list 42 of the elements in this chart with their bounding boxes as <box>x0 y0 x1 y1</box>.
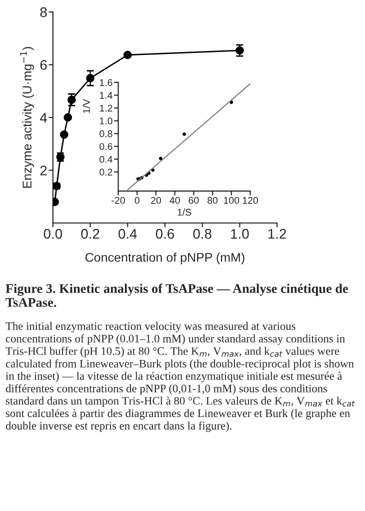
x-tick-label: 20 <box>151 196 161 204</box>
point <box>52 182 61 190</box>
x-axis-title: Concentration of pNPP (mM) <box>85 252 244 264</box>
y-tick-label: 8 <box>40 7 47 18</box>
x-tick-label: 0.4 <box>118 228 137 239</box>
x-tick-label: 80 <box>208 196 218 204</box>
y-tick-label: 4 <box>40 112 47 123</box>
y-tick-label: 6 <box>40 60 47 70</box>
x-axis-title: 1/S <box>178 208 192 216</box>
x-tick-label: 0.6 <box>156 228 174 239</box>
y-tick-label: 0.8 <box>100 130 112 138</box>
y-tick-label: 1.6 <box>100 79 112 86</box>
point <box>64 113 72 122</box>
y-tick-label: 1.0 <box>100 118 112 124</box>
x-tick-label: 0 <box>134 196 140 204</box>
x-tick-label: 60 <box>188 196 199 204</box>
point <box>158 156 162 160</box>
x-tick-label: -20 <box>112 196 125 204</box>
y-tick-label: 1.4 <box>100 92 112 99</box>
x-tick-label: 0.0 <box>44 228 62 239</box>
x-tick-label: 40 <box>170 196 180 204</box>
point <box>60 130 68 139</box>
point <box>236 46 244 55</box>
x-tick-label: 1.2 <box>268 228 286 239</box>
x-tick-label: 120 <box>242 196 258 204</box>
y-tick-label: 0.2 <box>100 168 112 176</box>
point <box>123 50 132 60</box>
point <box>86 74 94 82</box>
x-tick-label: 0.2 <box>81 228 100 239</box>
x-tick-label: 1.0 <box>231 228 249 239</box>
y-tick-label: 0.6 <box>100 143 112 150</box>
y-tick-label: 2 <box>40 166 47 176</box>
y-tick-label: 0.4 <box>100 156 112 163</box>
x-tick-label: 0.8 <box>193 228 212 239</box>
y-tick-label: 1.2 <box>100 104 112 112</box>
y-axis-title: 1/V <box>82 99 90 113</box>
x-tick-label: 100 <box>224 196 240 204</box>
point <box>182 132 186 136</box>
caption: Figure 3. Kinetic analysis of TsAPase — Analyse cinétique de TsAPase. <box>6 284 348 307</box>
y-axis-title: Enzyme activity (U·mg$^{−1}$) <box>20 47 34 188</box>
text: The initial enzymatic reaction velocity was measured at various concentrations of pNPP (0.01–1.0 mM) under standard assay conditions in Tris-HCl buffer (pH 10.5) at 80 °C. The K$_{m}$, V$_{max}$, and k$_{cat}$ values were calculated from Lineweaver–Burk plots (the double-reciprocal plot is shown in the inset) — la vitesse de la réaction enzymatique initiale est mesurée à différentes concentrations de pNPP (0,01-1,0 mM) sous des conditions standard dans un tampon Tris-HCl à 80 °C. Les valeurs de K$_{m}$, V$_{max}$ et k$_{cat}$ sont calculées à partir des diagrammes de Lineweaver et Burk (le graphe en double inverse est repris en encart dans la figure). <box>6 322 355 432</box>
point <box>67 96 76 104</box>
